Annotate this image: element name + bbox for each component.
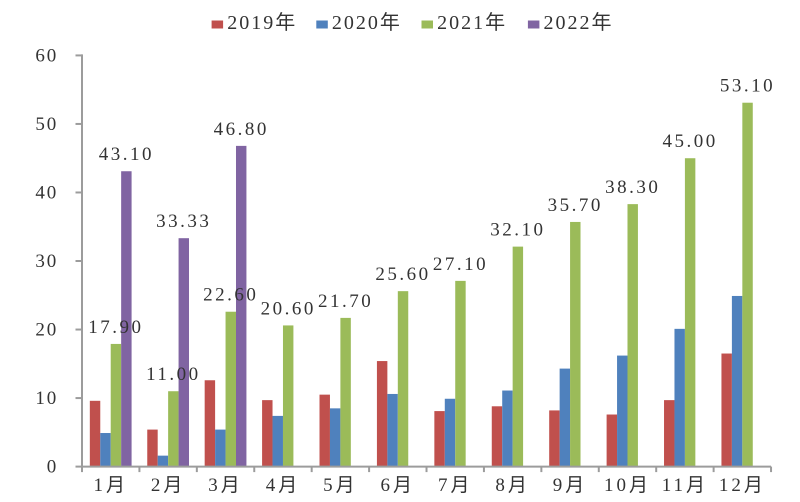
svg-text:2019年: 2019年 (227, 11, 297, 34)
svg-text:38.30: 38.30 (605, 177, 660, 198)
svg-text:0: 0 (47, 457, 58, 478)
svg-text:4月: 4月 (266, 475, 301, 496)
svg-text:17.90: 17.90 (88, 317, 143, 338)
svg-text:3月: 3月 (208, 475, 243, 496)
svg-text:10: 10 (35, 388, 58, 409)
svg-text:21.70: 21.70 (318, 291, 373, 312)
svg-text:9月: 9月 (553, 475, 588, 496)
svg-text:2020年: 2020年 (332, 11, 402, 34)
svg-text:32.10: 32.10 (490, 220, 545, 241)
svg-text:27.10: 27.10 (433, 254, 488, 275)
svg-text:20: 20 (35, 320, 58, 341)
svg-text:6月: 6月 (381, 475, 416, 496)
svg-text:46.80: 46.80 (214, 119, 269, 140)
svg-text:43.10: 43.10 (99, 144, 154, 165)
svg-text:11月: 11月 (662, 475, 708, 496)
svg-text:45.00: 45.00 (663, 131, 718, 152)
svg-text:50: 50 (35, 114, 58, 135)
svg-text:40: 40 (35, 183, 58, 204)
svg-text:5月: 5月 (323, 475, 358, 496)
svg-text:2月: 2月 (151, 475, 186, 496)
svg-text:8月: 8月 (495, 475, 530, 496)
svg-text:22.60: 22.60 (203, 285, 258, 306)
svg-text:11.00: 11.00 (146, 364, 201, 385)
svg-text:20.60: 20.60 (261, 298, 316, 319)
svg-text:2022年: 2022年 (544, 11, 614, 34)
svg-text:12月: 12月 (719, 475, 766, 496)
svg-text:33.33: 33.33 (156, 211, 211, 232)
svg-text:60: 60 (35, 46, 58, 67)
svg-text:7月: 7月 (438, 475, 473, 496)
svg-text:10月: 10月 (604, 475, 651, 496)
svg-text:2021年: 2021年 (437, 11, 507, 34)
svg-text:30: 30 (35, 251, 58, 272)
svg-text:53.10: 53.10 (720, 76, 775, 97)
svg-text:25.60: 25.60 (375, 264, 430, 285)
svg-text:1月: 1月 (93, 475, 128, 496)
svg-text:35.70: 35.70 (548, 195, 603, 216)
